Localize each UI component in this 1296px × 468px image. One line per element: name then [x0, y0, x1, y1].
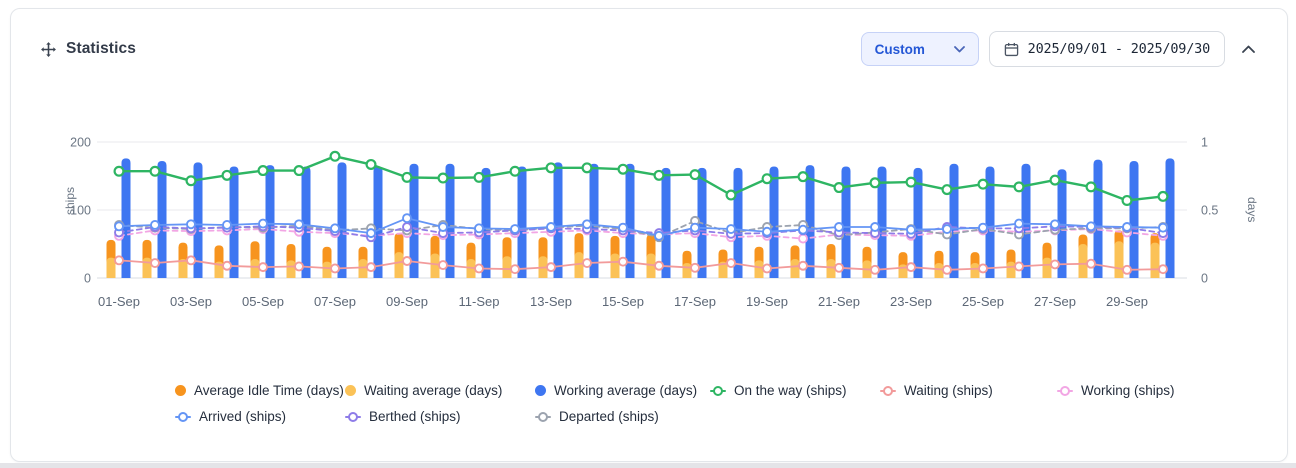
- svg-text:17-Sep: 17-Sep: [674, 294, 716, 309]
- svg-text:200: 200: [70, 136, 91, 150]
- legend-label: On the way (ships): [734, 383, 847, 398]
- legend-label: Working (ships): [1081, 383, 1175, 398]
- chevron-down-icon: [953, 45, 965, 53]
- next-widget-edge: [0, 463, 1296, 468]
- legend-item-on-the-way-ships[interactable]: On the way (ships): [710, 381, 880, 400]
- date-range-value: 2025/09/01 - 2025/09/30: [1027, 41, 1211, 57]
- svg-text:1: 1: [1201, 136, 1208, 150]
- svg-text:19-Sep: 19-Sep: [746, 294, 788, 309]
- legend-item-working-ships[interactable]: Working (ships): [1057, 381, 1175, 400]
- card-header: Statistics Custom: [39, 29, 1261, 69]
- legend-marker-icon: [1057, 385, 1073, 396]
- svg-text:13-Sep: 13-Sep: [530, 294, 572, 309]
- svg-text:100: 100: [70, 204, 91, 218]
- chart-legend: Average Idle Time (days) Waiting average …: [175, 381, 1175, 426]
- svg-text:21-Sep: 21-Sep: [818, 294, 860, 309]
- svg-text:03-Sep: 03-Sep: [170, 294, 212, 309]
- legend-item-waiting-ships[interactable]: Waiting (ships): [880, 381, 1057, 400]
- range-preset-select[interactable]: Custom: [860, 32, 979, 66]
- calendar-icon: [1004, 42, 1019, 57]
- legend-marker-icon: [175, 411, 191, 422]
- legend-marker-icon: [710, 385, 726, 396]
- legend-marker-icon: [345, 385, 356, 396]
- collapse-panel-button[interactable]: [1235, 36, 1261, 62]
- svg-text:11-Sep: 11-Sep: [459, 294, 500, 309]
- date-range-picker[interactable]: 2025/09/01 - 2025/09/30: [988, 31, 1225, 67]
- legend-marker-icon: [345, 411, 361, 422]
- legend-marker-icon: [175, 385, 186, 396]
- legend-label: Working average (days): [554, 383, 698, 398]
- svg-text:0: 0: [1201, 272, 1208, 286]
- statistics-chart: 0 100 200 0 0.5 1 01-Sep 03-Sep 05-Sep 07-Sep 09-S…: [61, 116, 1256, 316]
- page-title: Statistics: [66, 40, 136, 57]
- svg-text:07-Sep: 07-Sep: [314, 294, 356, 309]
- legend-label: Departed (ships): [559, 409, 659, 424]
- legend-item-arrived-ships[interactable]: Arrived (ships): [175, 407, 345, 426]
- legend-marker-icon: [880, 385, 896, 396]
- svg-text:27-Sep: 27-Sep: [1034, 294, 1076, 309]
- statistics-card: Statistics Custom: [10, 8, 1288, 462]
- move-drag-icon[interactable]: [39, 40, 57, 58]
- right-axis-title: days: [1245, 197, 1259, 223]
- legend-label: Waiting average (days): [364, 383, 503, 398]
- svg-text:23-Sep: 23-Sep: [890, 294, 932, 309]
- svg-text:01-Sep: 01-Sep: [98, 294, 140, 309]
- legend-marker-icon: [535, 411, 551, 422]
- chart-canvas: 0 100 200 0 0.5 1 01-Sep 03-Sep 05-Sep 07-Sep 09-S…: [70, 136, 1218, 310]
- legend-label: Average Idle Time (days): [194, 383, 344, 398]
- svg-text:09-Sep: 09-Sep: [386, 294, 428, 309]
- legend-item-departed-ships[interactable]: Departed (ships): [535, 407, 710, 426]
- svg-text:15-Sep: 15-Sep: [602, 294, 644, 309]
- svg-text:0.5: 0.5: [1201, 204, 1218, 218]
- left-axis-title: ships: [63, 186, 77, 215]
- legend-item-working-average-days[interactable]: Working average (days): [535, 381, 710, 400]
- svg-text:05-Sep: 05-Sep: [242, 294, 284, 309]
- svg-text:25-Sep: 25-Sep: [962, 294, 1004, 309]
- legend-label: Arrived (ships): [199, 409, 287, 424]
- legend-item-berthed-ships[interactable]: Berthed (ships): [345, 407, 535, 426]
- svg-text:29-Sep: 29-Sep: [1106, 294, 1148, 309]
- range-preset-value: Custom: [874, 41, 925, 57]
- legend-label: Berthed (ships): [369, 409, 461, 424]
- legend-item-waiting-average-days[interactable]: Waiting average (days): [345, 381, 535, 400]
- legend-marker-icon: [535, 385, 546, 396]
- legend-label: Waiting (ships): [904, 383, 993, 398]
- legend-item-average-idle-time-days[interactable]: Average Idle Time (days): [175, 381, 345, 400]
- svg-text:0: 0: [84, 272, 91, 286]
